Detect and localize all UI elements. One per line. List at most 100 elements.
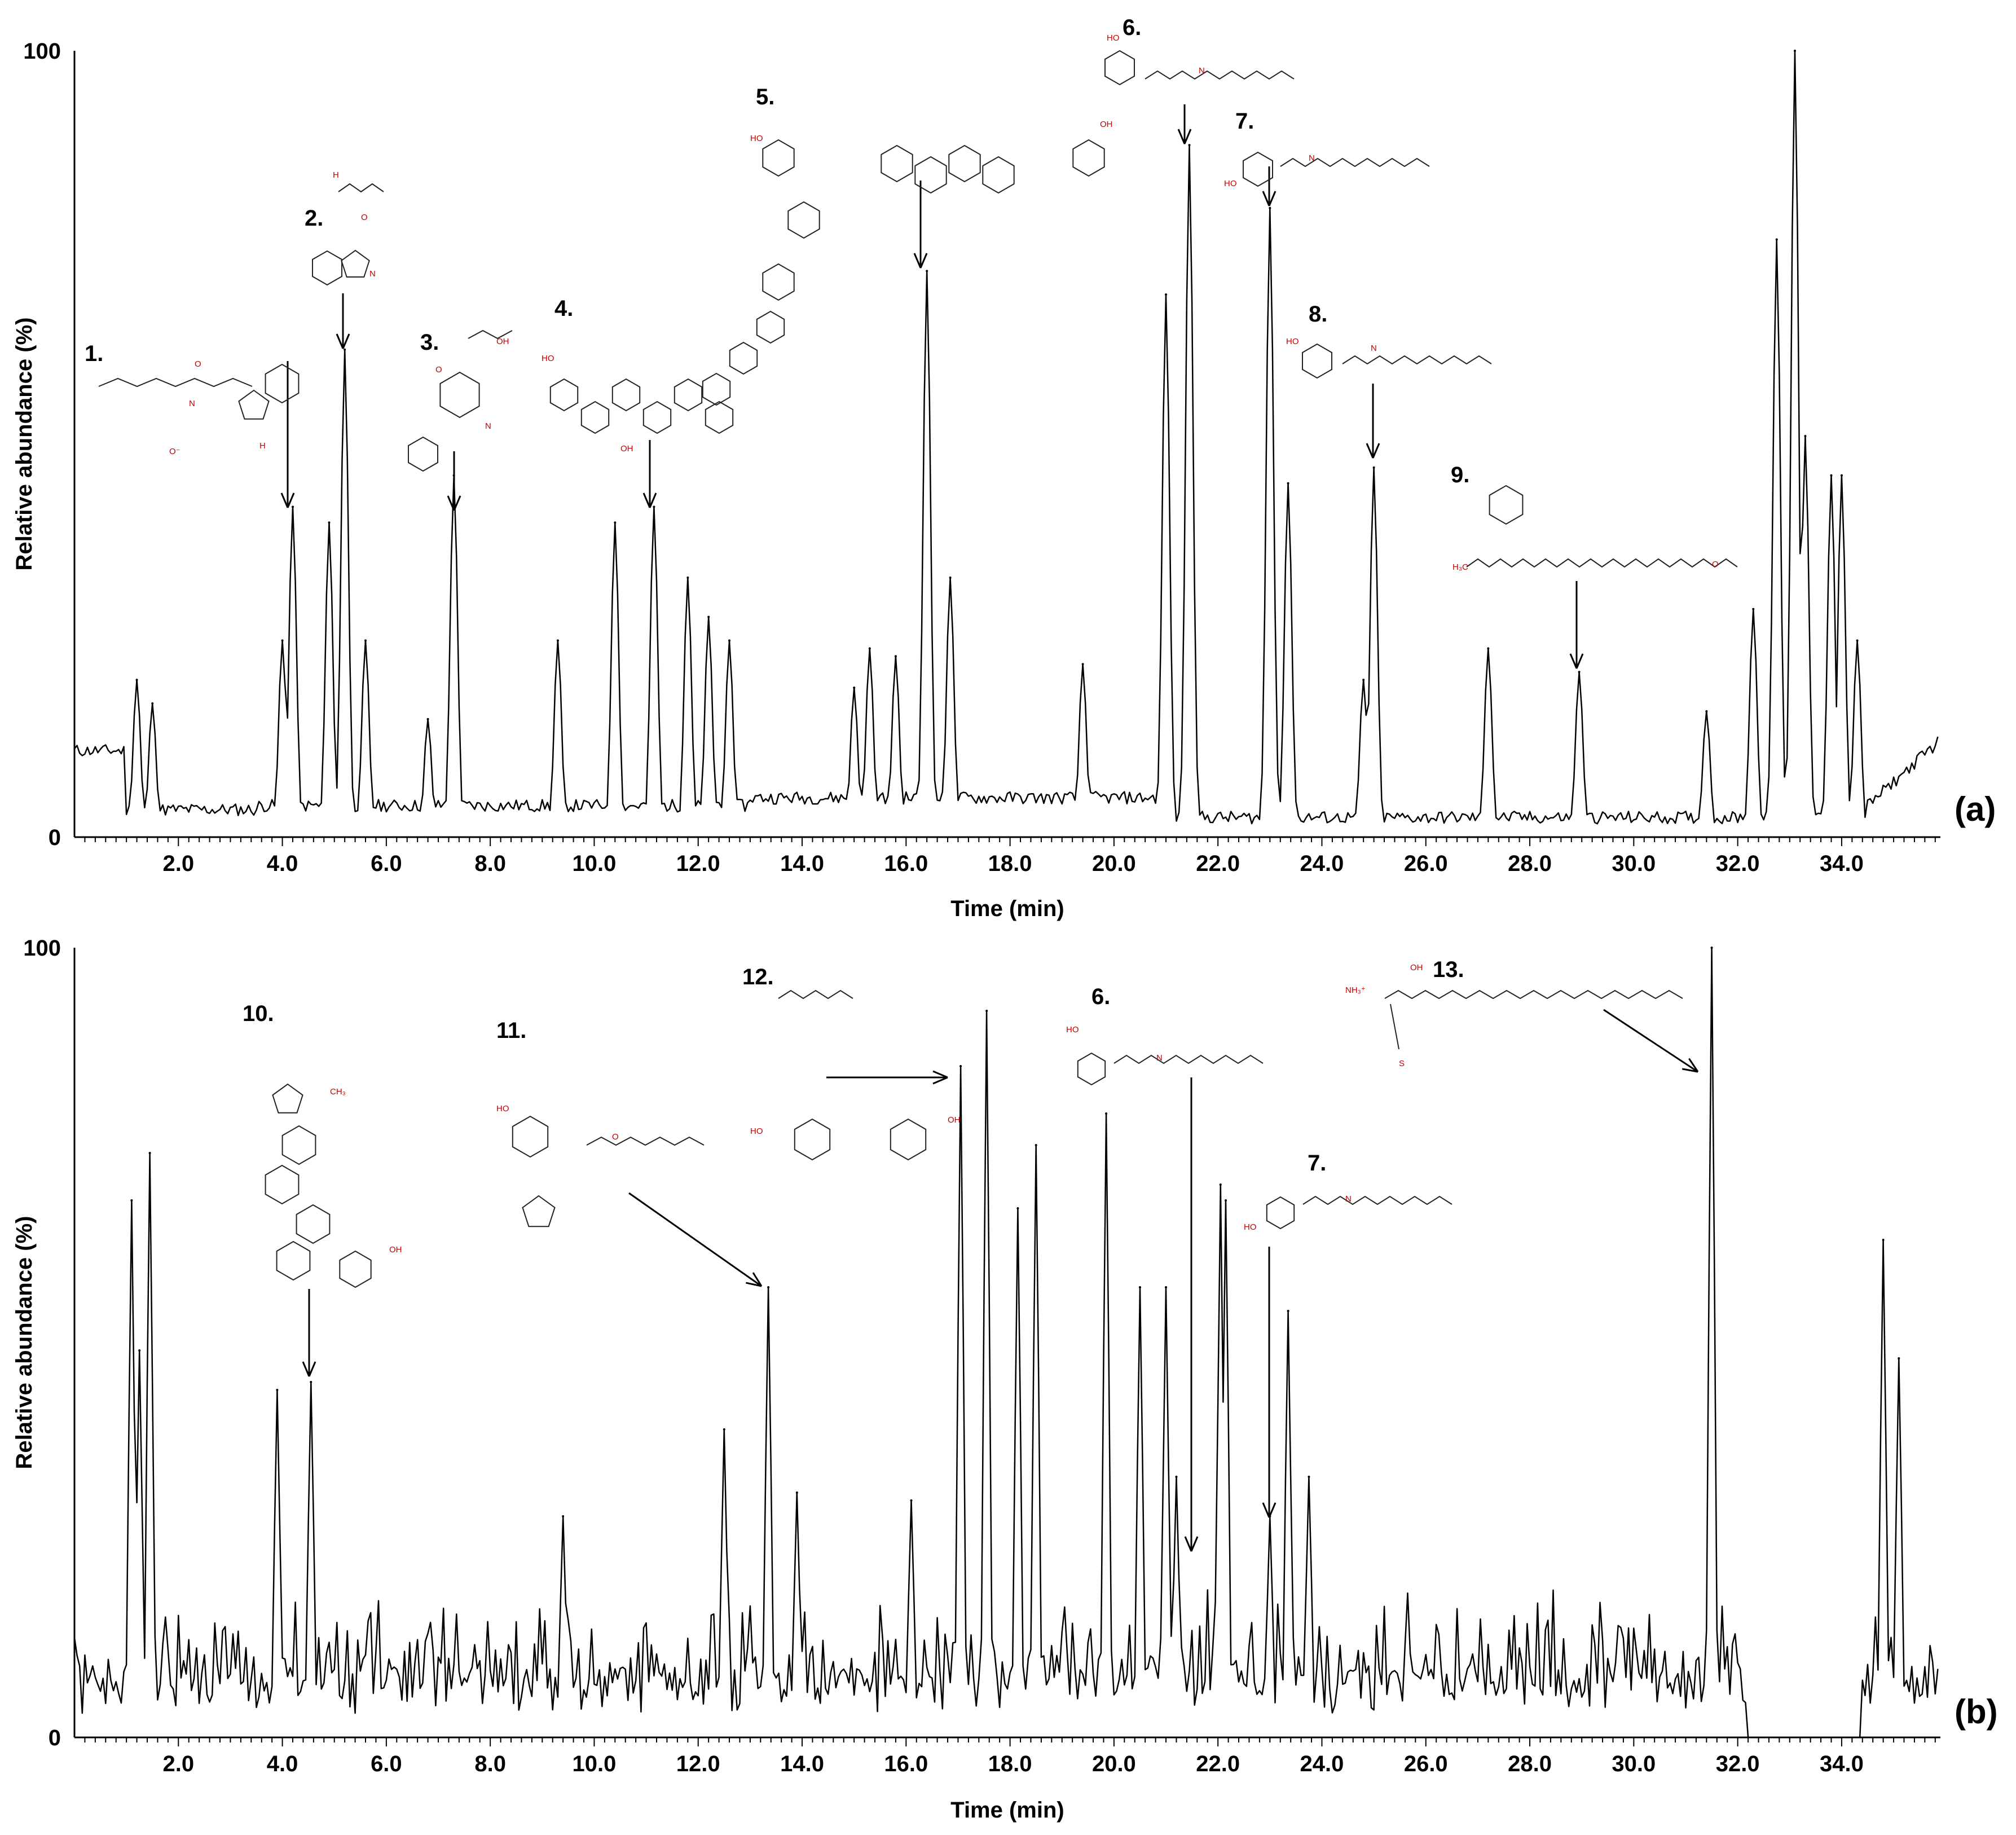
- x-tick-label: 28.0: [1508, 851, 1552, 876]
- peak-label: 9.: [1451, 463, 1469, 487]
- peak-label: 7.: [1308, 1151, 1326, 1176]
- peak-label: 13.: [1433, 957, 1464, 982]
- peak-label: 6.: [1091, 984, 1110, 1009]
- x-tick-label: 10.0: [573, 851, 617, 876]
- structure-compound-6b: N HO: [1066, 1025, 1264, 1086]
- peak-point: [614, 521, 617, 524]
- peak-point: [328, 521, 331, 524]
- atom-label: O: [195, 359, 201, 369]
- peak-point: [148, 1152, 151, 1154]
- peak-point: [1016, 1207, 1019, 1209]
- peak-point: [1372, 466, 1375, 469]
- x-tick-label: 30.0: [1612, 851, 1656, 876]
- x-tick-label: 28.0: [1508, 1752, 1552, 1776]
- y-tick-label: 100: [23, 936, 61, 961]
- annotation-arrow: [913, 181, 928, 269]
- x-tick-label: 8.0: [474, 851, 506, 876]
- x-tick-label: 4.0: [267, 1752, 298, 1776]
- x-tick-label: 34.0: [1820, 1752, 1864, 1776]
- peak-point: [1287, 1310, 1289, 1312]
- peak-point: [281, 639, 284, 642]
- peak-point: [364, 639, 367, 642]
- atom-label: OH: [1410, 963, 1423, 972]
- x-tick-label: 16.0: [884, 851, 928, 876]
- structure-compound-2: H O N: [312, 170, 384, 286]
- peak-point: [1175, 1476, 1178, 1478]
- atom-label: O⁻: [169, 447, 181, 456]
- structure-compound-1: O N O⁻ H: [98, 359, 300, 456]
- annotation-arrow: [1262, 1247, 1276, 1518]
- structure-compound-3: OH O N: [408, 329, 513, 472]
- structure-compound-12: HO OH: [750, 989, 961, 1161]
- peak-label: 7.: [1235, 109, 1254, 134]
- atom-label: HO: [542, 354, 554, 363]
- peak-point: [1804, 435, 1807, 438]
- atom-label: OH: [948, 1115, 961, 1125]
- panel-label: (b): [1955, 1693, 1998, 1731]
- peak-point: [949, 576, 952, 579]
- peak-label: 8.: [1309, 302, 1327, 327]
- atom-label: N: [189, 399, 195, 408]
- atom-label: H₃C: [1452, 562, 1468, 572]
- atom-label: N: [1199, 66, 1205, 76]
- panel-label: (a): [1955, 790, 1996, 828]
- x-tick-label: 18.0: [988, 851, 1032, 876]
- peak-point: [556, 639, 559, 642]
- atom-label: S: [1399, 1059, 1405, 1068]
- peak-point: [1138, 1286, 1141, 1288]
- peak-point: [1578, 671, 1581, 674]
- atom-label: O: [361, 213, 368, 222]
- peak-point: [1165, 293, 1168, 296]
- atom-label: N: [1345, 1194, 1352, 1204]
- x-tick-label: 14.0: [780, 851, 824, 876]
- structure-compound-10: CH₃ OH: [265, 1083, 402, 1288]
- structure-compound-8: N HO: [1286, 337, 1492, 379]
- atom-label: N: [1156, 1053, 1163, 1063]
- peak-annotations: 10. 11. 12. 6. 7. 13.: [130, 947, 1900, 1552]
- chromatogram-trace: [73, 947, 1939, 1739]
- x-tick-label: 30.0: [1612, 1752, 1656, 1776]
- peak-label: 1.: [85, 341, 103, 366]
- structure-compound-13: NH₃⁺ OH S: [1345, 963, 1683, 1068]
- annotation-arrow: [1177, 104, 1192, 144]
- structure-compound-5: HO OH: [750, 120, 1113, 301]
- peak-point: [1705, 710, 1708, 712]
- peak-label: 2.: [305, 206, 323, 231]
- peak-point: [1840, 474, 1843, 477]
- atom-label: NH₃⁺: [1345, 985, 1366, 995]
- peak-point: [1710, 947, 1713, 949]
- structure-compound-11: HO O: [496, 1104, 705, 1227]
- annotation-arrow: [826, 1070, 948, 1085]
- peak-point: [1362, 679, 1365, 681]
- chromatogram-trace: [74, 50, 1939, 825]
- y-tick-label: 0: [49, 1726, 61, 1750]
- peak-point: [292, 505, 294, 508]
- atom-label: N: [485, 421, 491, 431]
- peak-point: [135, 679, 138, 681]
- structure-compound-7b: N HO: [1244, 1194, 1452, 1232]
- atom-label: OH: [389, 1245, 402, 1255]
- x-tick-label: 10.0: [573, 1752, 617, 1776]
- peak-point: [853, 687, 856, 689]
- atom-label: O: [435, 365, 442, 375]
- peak-point: [1081, 663, 1084, 666]
- peak-point: [959, 1065, 962, 1067]
- peak-point: [1487, 647, 1490, 650]
- x-tick-label: 4.0: [267, 851, 298, 876]
- peak-point: [1775, 238, 1778, 241]
- y-tick-label: 100: [23, 39, 61, 64]
- peak-label: 10.: [243, 1001, 274, 1026]
- peak-point: [728, 639, 731, 642]
- peak-point: [1035, 1144, 1037, 1146]
- annotation-arrow: [447, 451, 461, 511]
- atom-label: N: [1371, 344, 1377, 353]
- y-tick-label: 0: [49, 825, 61, 850]
- x-tick-label: 8.0: [474, 1752, 506, 1776]
- peak-label: 6.: [1123, 15, 1141, 40]
- atom-label: HO: [750, 134, 763, 143]
- x-tick-label: 32.0: [1716, 851, 1760, 876]
- peak-point: [1269, 206, 1271, 209]
- atom-label: N: [369, 269, 376, 279]
- peak-point: [653, 505, 655, 508]
- atom-label: O: [612, 1132, 619, 1142]
